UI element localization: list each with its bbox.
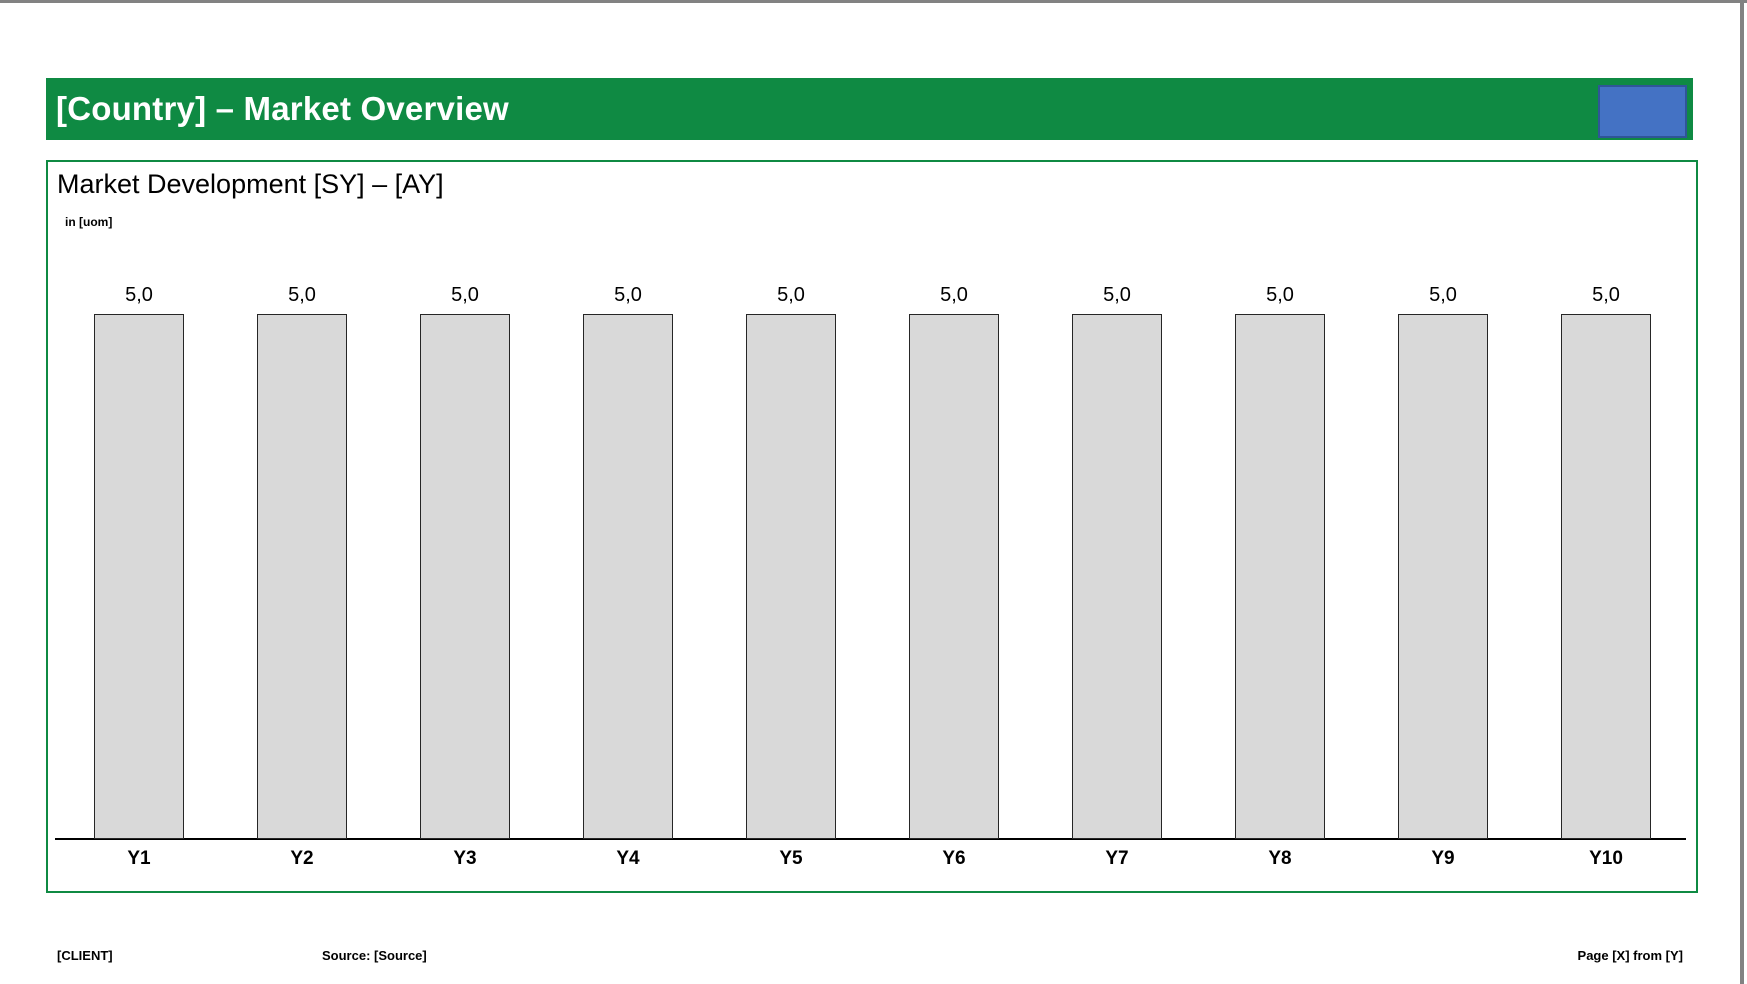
bar-value-label: 5,0: [940, 284, 968, 306]
bar: [1072, 314, 1162, 839]
slide-title: [Country] – Market Overview: [56, 90, 509, 127]
window-top-edge: [0, 0, 1747, 3]
x-axis-label: Y5: [779, 848, 803, 869]
bar-group: 5,0 Y8: [1235, 284, 1325, 869]
bar: [1235, 314, 1325, 839]
bar-value-label: 5,0: [1103, 284, 1131, 306]
x-axis-label: Y10: [1589, 848, 1623, 869]
bar-value-label: 5,0: [614, 284, 642, 306]
chart-panel: Market Development [SY] – [AY] in [uom] …: [46, 160, 1698, 893]
window-right-edge: [1740, 0, 1744, 984]
footer-client-label: [CLIENT]: [57, 948, 113, 963]
bar-group: 5,0 Y2: [257, 284, 347, 869]
bar-group: 5,0 Y4: [583, 284, 673, 869]
footer-source-label: Source: [Source]: [322, 948, 427, 963]
bar-value-label: 5,0: [777, 284, 805, 306]
bar-group: 5,0 Y1: [94, 284, 184, 869]
x-axis-label: Y4: [616, 848, 640, 869]
bar: [583, 314, 673, 839]
bar-chart-plot-area: 5,0 Y1 5,0 Y2 5,0 Y3 5,0 Y4 5,0 Y5 5,0 Y6 5,0 Y7 5,0 Y8…: [48, 162, 1696, 891]
bar-value-label: 5,0: [1592, 284, 1620, 306]
bar-group: 5,0 Y3: [420, 284, 510, 869]
chart-unit-label: in [uom]: [65, 215, 113, 229]
bar: [909, 314, 999, 839]
bar: [257, 314, 347, 839]
x-axis-label: Y7: [1105, 848, 1129, 869]
logo-placeholder-shape: [1598, 85, 1687, 138]
bar-group: 5,0 Y7: [1072, 284, 1162, 869]
x-axis-label: Y3: [453, 848, 477, 869]
bar: [420, 314, 510, 839]
bar-group: 5,0 Y10: [1561, 284, 1651, 869]
bar: [94, 314, 184, 839]
chart-title: Market Development [SY] – [AY]: [57, 169, 444, 199]
slide-title-bar: [Country] – Market Overview: [46, 78, 1693, 140]
bar: [746, 314, 836, 839]
bar-value-label: 5,0: [288, 284, 316, 306]
x-axis-label: Y2: [290, 848, 314, 869]
bar-value-label: 5,0: [1429, 284, 1457, 306]
bar-value-label: 5,0: [1266, 284, 1294, 306]
x-axis-label: Y1: [127, 848, 151, 869]
x-axis-label: Y9: [1431, 848, 1455, 869]
bar-group: 5,0 Y6: [909, 284, 999, 869]
bar-group: 5,0 Y9: [1398, 284, 1488, 869]
bar-value-label: 5,0: [125, 284, 153, 306]
bar-group: 5,0 Y5: [746, 284, 836, 869]
x-axis-label: Y8: [1268, 848, 1292, 869]
bar: [1398, 314, 1488, 839]
bar-value-label: 5,0: [451, 284, 479, 306]
x-axis-line: [55, 838, 1686, 840]
x-axis-label: Y6: [942, 848, 966, 869]
footer-page-number: Page [X] from [Y]: [1577, 948, 1683, 963]
bar: [1561, 314, 1651, 839]
